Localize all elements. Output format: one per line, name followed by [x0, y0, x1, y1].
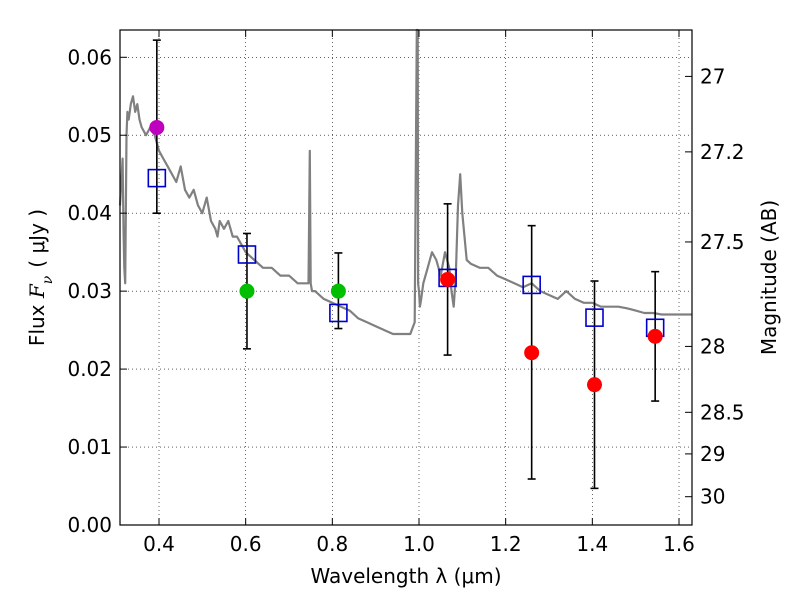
y-axis-label-unit: ( μJy ): [25, 209, 49, 268]
observed-data-point: [239, 283, 255, 299]
y-tick-label: 0.03: [67, 279, 112, 303]
right-tick-label: 28.5: [700, 400, 745, 424]
y-axis-label-prefix: Flux: [25, 298, 49, 346]
observed-data-point: [330, 283, 346, 299]
right-axis-label: Magnitude (AB): [757, 200, 781, 355]
right-tick-label: 30: [700, 485, 725, 509]
model-spectrum-line: [118, 28, 692, 336]
error-bar-layer: [152, 39, 660, 490]
observed-data-point: [587, 377, 602, 393]
y-tick-label: 0.00: [67, 513, 112, 537]
x-tick-label: 0.6: [230, 532, 262, 556]
y-tick-label: 0.06: [67, 45, 112, 69]
model-photometry-layer: [147, 168, 665, 338]
model-photometry-square: [147, 168, 167, 188]
model-photometry-square: [585, 308, 604, 327]
y-axis-label: Flux Fν ( μJy ): [25, 209, 56, 346]
model-photometry-square: [522, 275, 541, 295]
x-tick-label: 0.4: [143, 532, 175, 556]
axis-ticks: 0.4 0.6 0.8 1.0 1.2 1.4 1.6 0.00 0.01 0.02 0.03 0.0…: [67, 30, 745, 556]
observed-data-point: [524, 345, 540, 361]
model-photometry-square: [237, 245, 257, 264]
y-axis-label-subscript: ν: [40, 275, 56, 284]
y-axis-label-symbol: F: [25, 283, 49, 299]
y-tick-label: 0.05: [67, 123, 112, 147]
right-tick-label: 27: [700, 64, 725, 88]
observed-photometry-layer: [149, 119, 663, 393]
model-spectrum-layer: [118, 28, 692, 336]
observed-data-point: [647, 328, 663, 344]
x-tick-label: 1.4: [576, 532, 608, 556]
model-photometry-square: [329, 303, 348, 323]
right-tick-label: 28: [700, 334, 725, 358]
y-tick-label: 0.01: [67, 435, 112, 459]
right-tick-label: 29: [700, 442, 725, 466]
plot-frame: [119, 29, 693, 526]
x-axis-label: Wavelength λ (μm): [310, 564, 501, 588]
x-tick-label: 1.0: [403, 532, 435, 556]
observed-data-point: [440, 271, 456, 287]
y-tick-label: 0.02: [67, 357, 112, 381]
x-tick-label: 1.6: [663, 532, 695, 556]
observed-data-point: [149, 119, 165, 135]
x-tick-label: 1.2: [490, 532, 522, 556]
right-tick-label: 27.2: [700, 140, 745, 164]
grid-lines: [120, 30, 692, 526]
x-tick-label: 0.8: [316, 532, 348, 556]
right-tick-label: 27.5: [700, 230, 745, 254]
y-tick-label: 0.04: [67, 201, 112, 225]
